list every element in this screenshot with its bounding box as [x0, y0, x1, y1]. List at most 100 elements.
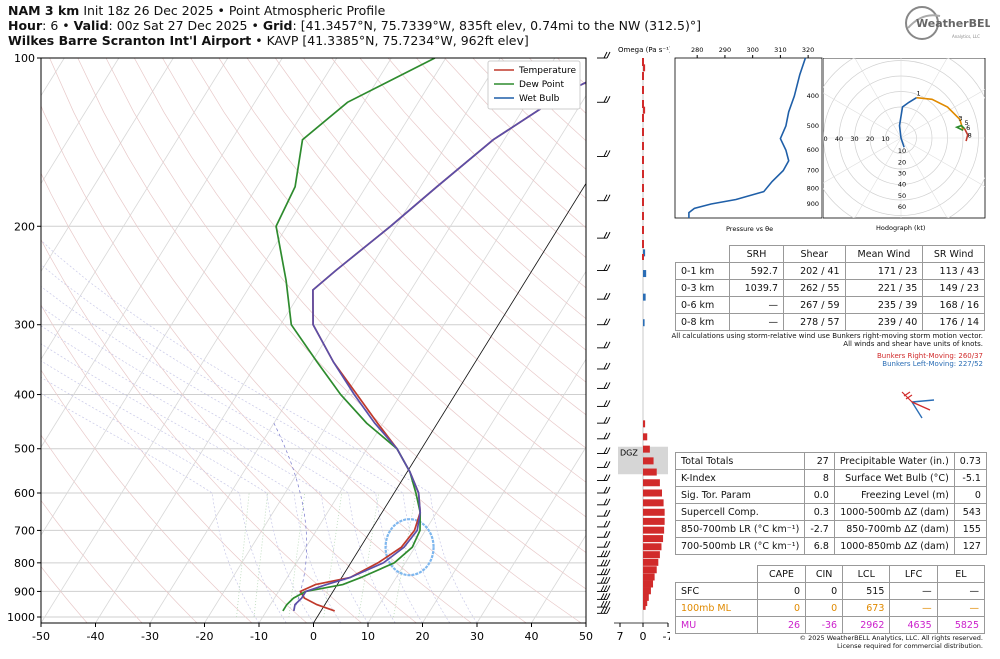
wind-barb-flag [606, 486, 611, 494]
logo-text: WeatherBELL [916, 17, 990, 30]
moist-adiabat [41, 264, 451, 623]
table-row: 0-6 km —267 / 59 235 / 39 168 / 16 [674, 296, 985, 314]
table-cell: -5.1 [953, 469, 987, 487]
wind-barb-flag [603, 51, 608, 59]
wind-barb-flag [606, 600, 611, 608]
bunkers-left-moving: Bunkers Left-Moving: 227/52 [882, 360, 983, 368]
hodograph-tick-label: 20 [866, 135, 874, 143]
wind-barb-flag [606, 362, 611, 370]
hodograph-height-label: 5 [965, 119, 969, 127]
table-cell: 113 / 43 [922, 262, 985, 280]
wind-barb-flag [603, 264, 608, 271]
units-note: All winds and shear have units of knots. [843, 340, 983, 348]
skew-t-chart: -50 -40 -30 -20 -10 0 10 20 30 40 50 100 200 300 400 50… [0, 51, 611, 643]
header-line-3: Wilkes Barre Scranton Int'l Airport • KA… [8, 33, 529, 48]
table-cell: 673 [842, 599, 891, 617]
storm-motion-note: All calculations using storm-relative wi… [671, 332, 983, 340]
license-note: License required for commercial distribu… [837, 642, 983, 650]
x-tick-label: 20 [416, 630, 430, 643]
omega-bar [643, 319, 645, 327]
wind-barb-flag [606, 559, 611, 567]
omega-bar [643, 420, 646, 428]
table-header-cell: LCL [842, 565, 891, 583]
hodograph-tick-label: 40 [835, 135, 843, 143]
isotherm-line [476, 446, 586, 623]
wind-barb-flag [603, 559, 608, 567]
table-cell: 850-700mb LR (°C km⁻¹) [674, 520, 806, 538]
theta-e-tick-label: 290 [719, 46, 731, 54]
wind-barb-flag [603, 600, 608, 608]
y-tick-label: 900 [14, 585, 35, 598]
wind-barb-flag [606, 231, 611, 239]
theta-e-tick-label: 320 [802, 46, 814, 54]
hodograph-spoke [823, 137, 902, 184]
omega-panel: Omega (Pa s⁻¹) DGZ 7 0 -7 [614, 46, 670, 643]
wind-barb-flag [603, 432, 608, 440]
wind-barb-flag [603, 585, 608, 592]
dry-adiabat [359, 58, 586, 289]
table-cell: -36 [805, 616, 844, 634]
table-cell: Total Totals [674, 452, 806, 470]
table-cell: 149 / 23 [922, 279, 985, 297]
y-tick-label: 100 [14, 52, 35, 65]
moist-adiabat [41, 343, 342, 623]
wind-barb-flag [603, 520, 608, 528]
wind-barb-flag [603, 509, 608, 517]
omega-bar [643, 517, 665, 525]
theta-e-pressure-label: 600 [807, 146, 819, 154]
table-cell: 155 [953, 520, 987, 538]
hodograph-trace [954, 124, 966, 132]
table-row: MU 26 -36 2962 4635 5825 [675, 616, 986, 634]
theta-e-pressure-label: 500 [807, 122, 819, 130]
isotherm-line [41, 58, 174, 273]
table-row: Supercell Comp. 0.3 1000-500mb ΔZ (dam) 543 [674, 503, 987, 521]
isotherm-line [41, 58, 65, 97]
wind-barb-flag [603, 292, 608, 300]
hodograph-spoke [900, 137, 948, 218]
table-header-row: CAPE CIN LCL LFC EL [676, 565, 986, 583]
omega-bar [643, 508, 665, 516]
wind-barb-flag [600, 550, 605, 557]
wind-barb-flag [603, 486, 608, 494]
omega-bar [643, 573, 655, 581]
hodograph-tick-label: 10 [881, 135, 889, 143]
wind-barb-flag [603, 568, 608, 575]
table-cell: 6.8 [804, 537, 835, 555]
theta-e-tick-label: 280 [691, 46, 703, 54]
dry-adiabat [275, 58, 586, 383]
table-row: 0-1 km 592.7 202 / 41 171 / 23 113 / 43 [674, 262, 985, 280]
omega-bar [643, 64, 646, 72]
table-cell: 278 / 57 [783, 313, 846, 331]
table-cell: 5825 [936, 616, 986, 634]
copyright: © 2025 WeatherBELL Analytics, LLC. All r… [799, 634, 983, 642]
table-header-cell: SRH [729, 245, 784, 263]
wind-barb [597, 341, 611, 349]
hodograph-tick-label: 10 [898, 147, 906, 155]
wind-barb-flag [606, 593, 611, 600]
table-cell: Surface Wet Bulb (°C) [833, 469, 955, 487]
dry-adiabat [218, 58, 586, 449]
theta-e-pressure-label: 400 [807, 92, 819, 100]
moist-adiabat [41, 306, 396, 623]
table-row: SFC 0 0 515— — [675, 582, 986, 600]
table-row: 850-700mb LR (°C km⁻¹) -2.7 850-700mb ΔZ (… [674, 520, 987, 538]
wind-barb-flag [603, 607, 608, 614]
table-header-row: SRH Shear Mean Wind SR Wind [676, 245, 985, 263]
wind-barb-flag [600, 607, 605, 614]
wind-barb-flag [603, 231, 608, 239]
table-cell: Precipitable Water (in.) [833, 452, 955, 470]
wind-barb-flag [606, 509, 611, 517]
x-tick-label: 30 [470, 630, 484, 643]
table-cell: 171 / 23 [844, 262, 924, 280]
wind-barb [597, 400, 611, 407]
wind-barb-flag [603, 416, 608, 424]
hodograph-panel: 13568605040302010102030405060 Hodograph … [823, 58, 986, 232]
moist-adiabat [41, 286, 423, 623]
isotherm-line [0, 58, 10, 623]
table-cell: 0-3 km [674, 279, 731, 297]
moist-adiabat [41, 360, 314, 623]
y-tick-label: 400 [14, 389, 35, 402]
wind-barb [597, 520, 611, 528]
forecast-hour: 6 [50, 18, 59, 33]
